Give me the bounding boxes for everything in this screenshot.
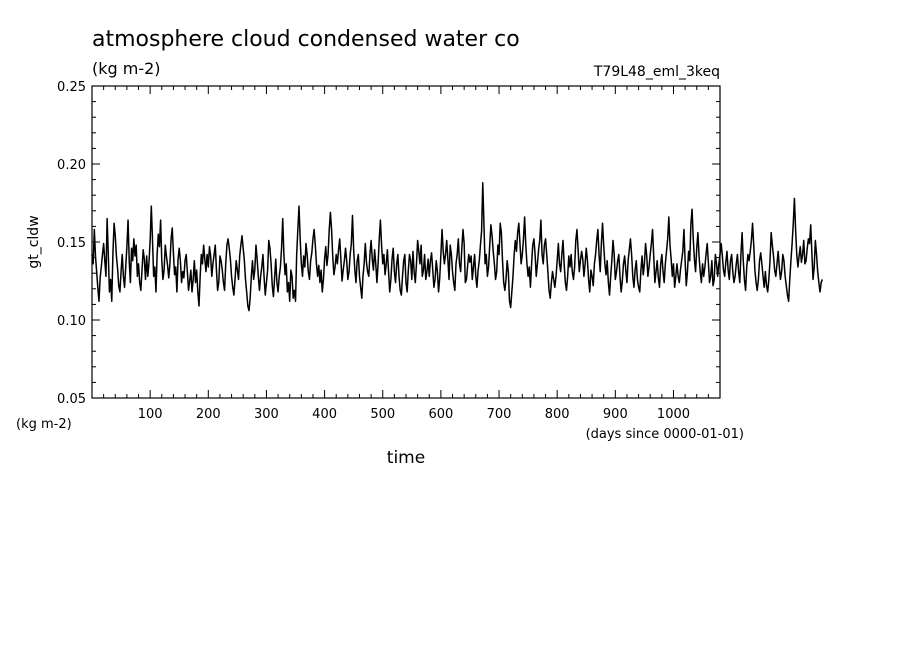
y-tick-label: 0.20 — [57, 158, 86, 173]
chart-title: atmosphere cloud condensed water co — [92, 27, 520, 52]
y-tick-label: 0.15 — [57, 236, 86, 251]
x-tick-label: 600 — [428, 407, 453, 422]
x-axis-label: time — [387, 448, 425, 468]
x-tick-label: 100 — [138, 407, 163, 422]
x-tick-label: 300 — [254, 407, 279, 422]
x-tick-label: 200 — [196, 407, 221, 422]
x-tick-label: 900 — [603, 407, 628, 422]
x-unit-label: (days since 0000-01-01) — [586, 427, 744, 442]
x-tick-label: 1000 — [657, 407, 690, 422]
y-tick-label: 0.10 — [57, 314, 86, 329]
x-tick-label: 800 — [545, 407, 570, 422]
plot-frame — [91, 85, 721, 399]
ticks-layer: 100 200 300 400 500 600 700 800 900 1000 0.05 0.10 0… — [57, 80, 720, 422]
series-line-0 — [91, 181, 824, 312]
x-tick-label: 700 — [487, 407, 512, 422]
y-tick-label: 0.25 — [57, 80, 86, 95]
chart-subtitle: (kg m-2) — [92, 59, 161, 78]
y-unit-label: (kg m-2) — [16, 417, 72, 432]
run-label: T79L48_eml_3keq — [593, 64, 720, 80]
x-tick-label: 500 — [370, 407, 395, 422]
x-tick-label: 400 — [312, 407, 337, 422]
y-tick-label: 0.05 — [57, 392, 86, 407]
y-axis-label: gt_cldw — [26, 215, 42, 268]
series-layer — [91, 181, 824, 312]
